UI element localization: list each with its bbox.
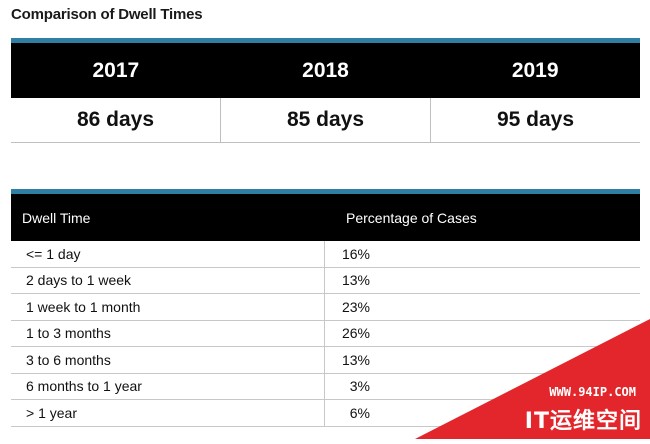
dwell-range-cell: 1 week to 1 month bbox=[11, 294, 325, 320]
watermark-url: WWW.94IP.COM bbox=[549, 385, 636, 399]
dwell-range-cell: 2 days to 1 week bbox=[11, 267, 325, 293]
dwell-value-row: 86 days 85 days 95 days bbox=[11, 98, 640, 143]
watermark-banner: WWW.94IP.COM IT运维空间 bbox=[415, 319, 650, 439]
dwell-distribution-table: Dwell Time Percentage of Cases <= 1 day … bbox=[11, 189, 640, 427]
table-row: 6 months to 1 year 3% bbox=[11, 373, 640, 400]
percentage-cell: 16% bbox=[341, 245, 370, 262]
year-2019-header: 2019 bbox=[511, 58, 559, 82]
page-title: Comparison of Dwell Times bbox=[11, 6, 203, 23]
dwell-time-header: Dwell Time bbox=[22, 209, 91, 226]
dwell-range-cell: > 1 year bbox=[11, 400, 325, 426]
dwell-range-cell: 6 months to 1 year bbox=[11, 373, 325, 399]
percentage-cell: 26% bbox=[341, 325, 370, 342]
year-comparison-table: 2017 2018 2019 86 days 85 days 95 days bbox=[11, 38, 640, 143]
table-row: 1 week to 1 month 23% bbox=[11, 294, 640, 321]
percentage-cell: 6% bbox=[349, 404, 370, 421]
year-header-row: 2017 2018 2019 bbox=[11, 43, 640, 98]
watermark-text: IT运维空间 bbox=[524, 409, 642, 434]
dwell-value-2017: 86 days bbox=[76, 108, 155, 131]
dwell-range-cell: 1 to 3 months bbox=[11, 320, 325, 346]
dwell-range-cell: <= 1 day bbox=[11, 241, 325, 267]
table-header-row: Dwell Time Percentage of Cases bbox=[11, 194, 640, 241]
dwell-value-2018: 85 days bbox=[220, 98, 430, 142]
percentage-cell: 13% bbox=[341, 272, 370, 289]
percentage-cell: 13% bbox=[341, 351, 370, 368]
dwell-range-cell: 3 to 6 months bbox=[11, 347, 325, 373]
dwell-value-2019: 95 days bbox=[430, 98, 640, 142]
year-2018-header: 2018 bbox=[302, 58, 349, 82]
percentage-cell: 3% bbox=[349, 378, 370, 395]
year-2017-header: 2017 bbox=[92, 58, 140, 82]
table-row: 1 to 3 months 26% bbox=[11, 320, 640, 347]
table-row: 3 to 6 months 13% bbox=[11, 347, 640, 374]
percentage-cell: 23% bbox=[341, 298, 370, 315]
table-accent-bar bbox=[11, 38, 640, 43]
table-row: <= 1 day 16% bbox=[11, 241, 640, 268]
percentage-header: Percentage of Cases bbox=[346, 209, 477, 226]
table-row: 2 days to 1 week 13% bbox=[11, 267, 640, 294]
watermark-triangle bbox=[415, 319, 650, 439]
table-row: > 1 year 6% bbox=[11, 400, 640, 427]
table-accent-bar bbox=[11, 189, 640, 194]
